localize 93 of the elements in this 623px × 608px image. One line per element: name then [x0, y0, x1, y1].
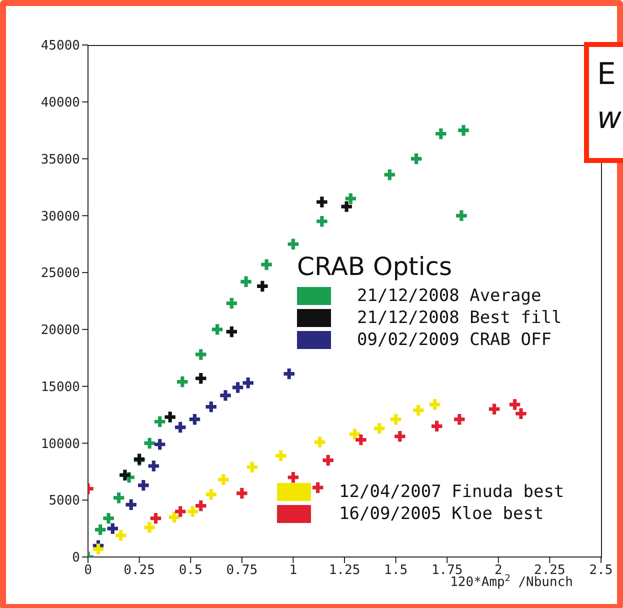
point [509, 399, 520, 410]
point [206, 489, 216, 500]
point [356, 434, 366, 446]
x-tick-label: 0 [84, 563, 92, 578]
point [212, 324, 223, 335]
point [154, 416, 166, 427]
point [164, 412, 176, 422]
point [154, 438, 166, 450]
x-tick-label: 1.5 [384, 563, 408, 578]
point [144, 438, 155, 449]
y-tick-label: 35000 [40, 152, 80, 168]
y-tick-label: 20000 [40, 323, 80, 338]
point [240, 276, 252, 288]
point [113, 492, 124, 504]
point [284, 368, 294, 380]
point [456, 210, 467, 222]
point [413, 404, 424, 416]
legend-label: 16/09/2005 Kloe best [339, 504, 544, 524]
point [226, 326, 238, 338]
y-tick-label: 10000 [40, 436, 80, 452]
x-tick-label: 2.5 [589, 563, 613, 578]
point [206, 401, 216, 412]
point [148, 460, 160, 472]
point [126, 499, 136, 510]
point [246, 462, 258, 472]
point [322, 454, 334, 466]
point [187, 506, 198, 517]
y-tick-label: 45000 [40, 38, 80, 54]
point [94, 524, 106, 536]
point [431, 420, 442, 432]
point [242, 378, 254, 388]
point [138, 480, 149, 491]
y-tick-label: 15000 [40, 380, 80, 395]
point [232, 382, 244, 393]
point [316, 216, 328, 227]
point [516, 408, 526, 420]
point [488, 404, 500, 414]
point [454, 414, 465, 425]
x-tick-label: 0.75 [226, 563, 258, 578]
y-tick-label: 40000 [40, 96, 80, 111]
point [341, 201, 352, 212]
point [120, 470, 130, 480]
point [312, 482, 324, 493]
legend-title: CRAB Optics [297, 252, 454, 281]
point [410, 153, 422, 164]
x-tick-label: 1.25 [328, 563, 360, 578]
point [144, 522, 155, 533]
point [390, 414, 402, 425]
point [115, 530, 126, 541]
annotation: w [597, 100, 623, 138]
point [174, 506, 186, 517]
point [195, 500, 206, 512]
point [92, 544, 104, 554]
point [220, 390, 231, 401]
annotation: E [597, 56, 617, 94]
point [429, 399, 440, 410]
point [150, 512, 162, 524]
point [195, 373, 206, 384]
x-tick-label: 1 [289, 563, 298, 578]
point [276, 450, 286, 462]
point [236, 488, 248, 499]
point [174, 422, 186, 433]
point [177, 376, 188, 388]
point [107, 523, 118, 534]
point [349, 428, 360, 440]
point [436, 128, 446, 140]
y-tick-label: 0 [72, 550, 80, 566]
legend-label: 21/12/2008 Average [357, 286, 542, 306]
point [168, 512, 180, 523]
x-tick-label: 0.5 [178, 563, 202, 578]
point [288, 472, 299, 483]
point [103, 512, 114, 524]
point [384, 169, 396, 180]
legend-label: 21/12/2008 Best fill [357, 308, 562, 328]
x-tick-label: 0.25 [124, 563, 155, 578]
point [288, 238, 299, 250]
point [257, 280, 268, 292]
legend-label: 09/02/2009 CRAB OFF [357, 330, 552, 350]
point [314, 436, 326, 448]
point [458, 124, 469, 136]
point [345, 193, 356, 204]
point [394, 431, 406, 442]
y-tick-label: 5000 [48, 494, 80, 509]
point [218, 474, 229, 485]
y-tick-label: 25000 [40, 266, 80, 282]
y-tick-label: 30000 [40, 209, 80, 224]
point [374, 423, 385, 434]
point [226, 298, 238, 309]
point [316, 196, 328, 208]
point [195, 349, 206, 360]
point [261, 259, 272, 270]
legend-label: 12/04/2007 Finuda best [339, 482, 564, 502]
point [189, 414, 200, 425]
